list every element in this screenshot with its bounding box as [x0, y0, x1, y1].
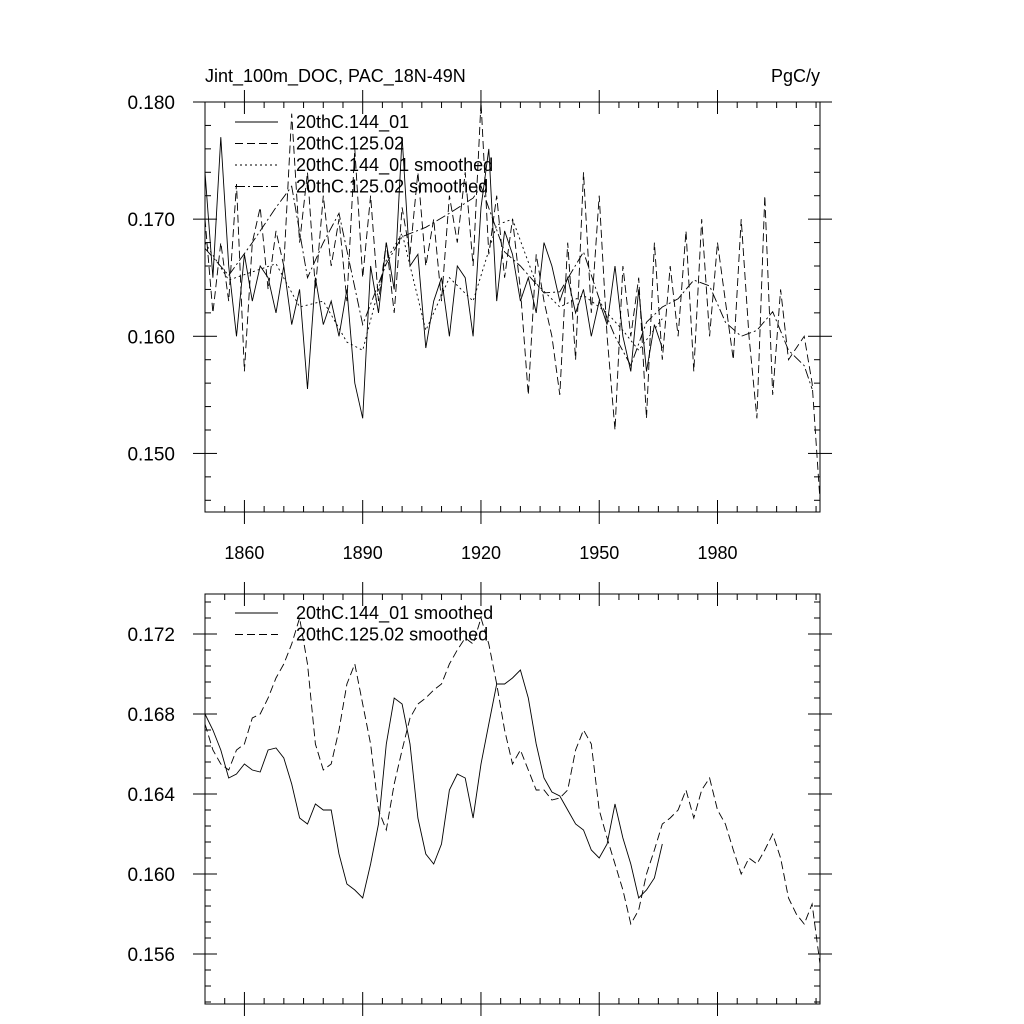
x-tick-label: 1890	[343, 543, 383, 563]
y-tick-label: 0.160	[127, 865, 175, 886]
series-line	[204, 616, 821, 965]
plot-frame	[204, 593, 821, 1005]
series-line	[204, 185, 813, 390]
bottom-panel: 0.156 0.160 0.164 0.168 0.172 20thC.144_01 sm…	[127, 582, 832, 1016]
series-line	[204, 669, 663, 899]
y-tick-label: 0.168	[127, 705, 175, 726]
legend-label: 20thC.125.02	[296, 134, 404, 154]
x-tick-label: 1950	[579, 543, 619, 563]
y-tick-label: 0.170	[127, 210, 175, 231]
x-tick-label: 1920	[461, 543, 501, 563]
series-line	[204, 137, 663, 419]
y-tick-label: 0.156	[127, 945, 175, 966]
x-tick-label: 1860	[224, 543, 264, 563]
y-tick-label: 0.160	[127, 327, 175, 348]
y-tick-label: 0.164	[127, 785, 175, 806]
x-tick-label: 1980	[697, 543, 737, 563]
top-panel: Jint_100m_DOC, PAC_18N-49N PgC/y 1860 1890 1…	[127, 66, 832, 563]
y-tick-label: 0.150	[127, 444, 175, 465]
legend-label: 20thC.144_01 smoothed	[296, 603, 493, 624]
series-line	[204, 218, 663, 352]
legend-label: 20thC.125.02 smoothed	[296, 625, 488, 645]
legend-label: 20thC.125.02 smoothed	[296, 177, 488, 197]
plot-frame	[204, 101, 821, 513]
y-tick-label: 0.172	[127, 625, 175, 646]
units-label: PgC/y	[771, 66, 820, 86]
legend-label: 20thC.144_01	[296, 112, 409, 133]
y-tick-label: 0.180	[127, 93, 175, 114]
legend-label: 20thC.144_01 smoothed	[296, 155, 493, 176]
chart-title: Jint_100m_DOC, PAC_18N-49N	[205, 66, 466, 87]
